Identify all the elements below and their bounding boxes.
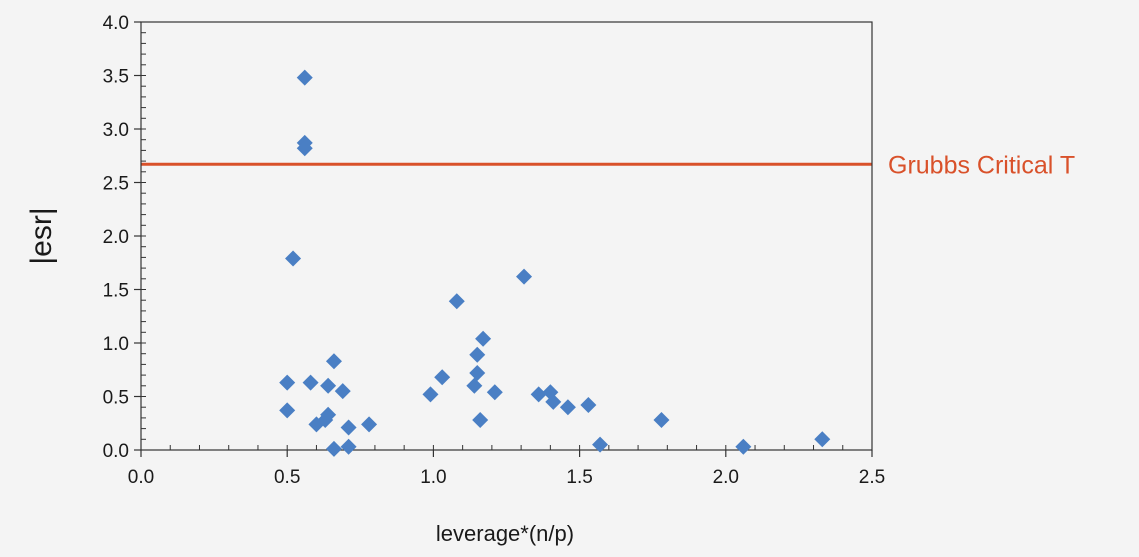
y-tick-label: 2.0 (103, 227, 129, 248)
x-tick-label: 2.5 (859, 467, 885, 488)
data-point (325, 440, 342, 457)
data-point (285, 250, 302, 267)
data-point (340, 438, 357, 455)
data-point (475, 330, 492, 347)
data-point (434, 369, 451, 386)
data-point (545, 393, 562, 410)
data-point (814, 431, 831, 448)
data-point (466, 377, 483, 394)
data-point (469, 364, 486, 381)
x-tick-label: 2.0 (713, 467, 739, 488)
reference-line-group: Grubbs Critical T (141, 151, 1075, 179)
data-point (340, 419, 357, 436)
data-point (279, 402, 296, 419)
data-point (580, 397, 597, 414)
data-point (592, 436, 609, 453)
axes (134, 21, 873, 457)
data-point (302, 374, 319, 391)
x-tick-label: 1.0 (420, 467, 446, 488)
y-tick-label: 1.5 (103, 281, 129, 302)
data-point (486, 384, 503, 401)
data-points (279, 69, 831, 457)
y-tick-label: 3.0 (103, 120, 129, 141)
data-point (320, 406, 337, 423)
y-tick-label: 0.5 (103, 388, 129, 409)
data-point (361, 416, 378, 433)
x-tick-label: 0.5 (274, 467, 300, 488)
tick-labels: 0.0 0.5 1.0 1.5 2.0 2.5 0.0 0.5 1.0 1.5 2.0 2.5 3.0 3… (103, 13, 886, 488)
data-point (334, 383, 351, 400)
data-point (325, 353, 342, 370)
x-axis-title: leverage*(n/p) (436, 521, 574, 546)
data-point (516, 268, 533, 285)
data-point (448, 293, 465, 310)
data-point (296, 69, 313, 86)
data-point (472, 412, 489, 429)
data-point (296, 140, 313, 157)
data-point (653, 412, 670, 429)
data-point (559, 399, 576, 416)
data-point (735, 438, 752, 455)
y-tick-label: 0.0 (103, 441, 129, 462)
data-point (279, 374, 296, 391)
y-tick-label: 2.5 (103, 174, 129, 195)
data-point (320, 377, 337, 394)
y-tick-label: 1.0 (103, 334, 129, 355)
data-point (469, 346, 486, 363)
y-tick-label: 3.5 (103, 67, 129, 88)
x-tick-label: 0.0 (128, 467, 154, 488)
data-point (422, 386, 439, 403)
data-point (530, 386, 547, 403)
grubbs-critical-label: Grubbs Critical T (888, 151, 1075, 179)
x-tick-label: 1.5 (566, 467, 592, 488)
y-axis-title: |esr| (25, 207, 58, 264)
y-tick-label: 4.0 (103, 13, 129, 34)
